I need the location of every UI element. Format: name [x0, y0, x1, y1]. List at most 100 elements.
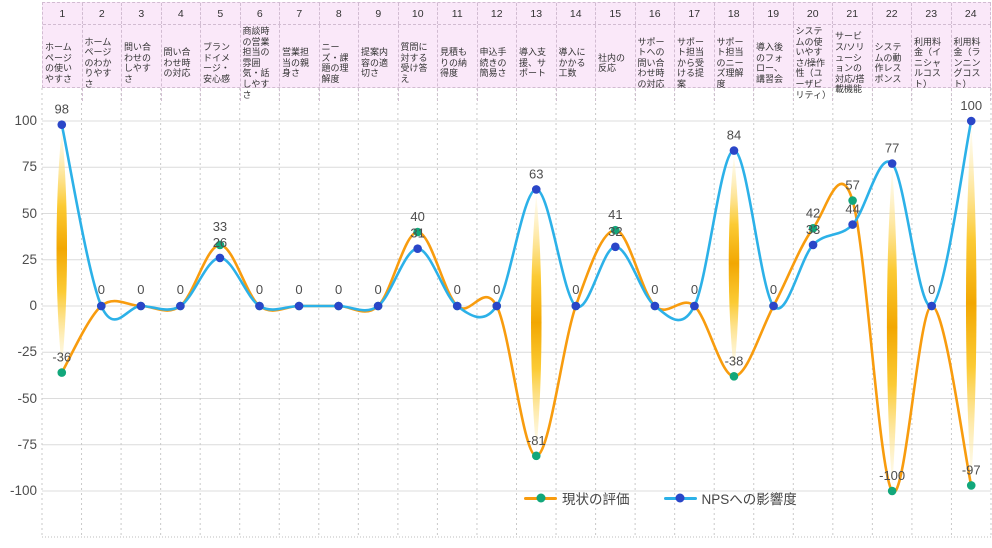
y-axis-tick-label: -75 — [17, 436, 37, 452]
category-number-cell: 10 — [399, 3, 438, 24]
value-label: 0 — [295, 282, 302, 297]
data-point-nps-impact — [334, 301, 343, 311]
value-label: 0 — [928, 282, 935, 297]
data-point-nps-impact — [887, 159, 897, 168]
series-line-current-evaluation — [60, 182, 973, 494]
category-number-cell: 14 — [557, 3, 596, 24]
category-number-cell: 5 — [201, 3, 241, 24]
value-label: 0 — [493, 282, 500, 297]
category-number-cell: 4 — [162, 3, 201, 24]
category-number-cell: 22 — [873, 3, 912, 24]
data-point-current-evaluation — [887, 486, 897, 496]
data-point-nps-impact — [966, 116, 976, 126]
legend-label: 現状の評価 — [562, 492, 630, 507]
legend-item-current-evaluation[interactable]: 現状の評価 — [524, 488, 630, 508]
data-point-nps-impact — [57, 120, 67, 129]
value-label: 0 — [374, 282, 381, 297]
category-number-cell: 2 — [83, 3, 122, 24]
category-header-cell: 提案内容の適切さ — [359, 25, 399, 102]
legend-label: NPSへの影響度 — [701, 492, 797, 507]
value-label: 0 — [770, 282, 777, 297]
highlight-band — [965, 125, 977, 482]
data-point-nps-impact — [531, 185, 541, 194]
category-header-cell: 申込手続きの簡易さ — [478, 25, 517, 102]
highlight-band — [886, 167, 898, 488]
data-point-nps-impact — [808, 240, 818, 250]
category-header-cell: 導入後のフォロー、講習会 — [754, 25, 794, 102]
value-label: 0 — [651, 282, 658, 297]
category-header-cell: 導入にかかる工数 — [557, 25, 596, 102]
legend-marker-icon — [536, 493, 545, 503]
value-label: 100 — [960, 98, 982, 113]
category-header-cell: ホームページの使いやすさ — [43, 25, 83, 102]
y-axis-tick-label: -100 — [9, 483, 37, 498]
value-label: 84 — [727, 128, 741, 143]
highlight-band — [728, 154, 740, 373]
legend-line-icon — [663, 493, 697, 503]
data-point-nps-impact — [176, 301, 185, 311]
value-label: 98 — [55, 102, 69, 117]
category-header-cell: システムの動作レスポンス — [873, 25, 912, 102]
category-header-cell: 社内の反応 — [596, 25, 636, 102]
data-point-nps-impact — [927, 301, 936, 311]
category-header-cell: 利用料金（イニシャルコスト） — [912, 25, 952, 102]
value-label: -38 — [725, 353, 744, 368]
category-header-cell: 見積もりの納得度 — [438, 25, 478, 102]
category-header-cell: 質問に対する受け答え — [399, 25, 438, 102]
category-number-cell: 19 — [754, 3, 794, 24]
data-point-nps-impact — [611, 242, 620, 252]
value-label: 0 — [256, 282, 263, 297]
data-point-nps-impact — [848, 220, 857, 229]
value-label: 0 — [691, 282, 698, 297]
category-header-cell: 問い合わせ時の対応 — [162, 25, 201, 102]
legend-marker-icon — [675, 493, 685, 503]
category-number-cell: 15 — [596, 3, 636, 24]
value-label: 63 — [529, 166, 543, 181]
category-header-cell: 問い合わせのしやすさ — [122, 25, 162, 102]
category-header-cell: 営業担当の親身さ — [280, 25, 320, 102]
category-header-cell: 利用料金（ランニングコスト） — [952, 25, 991, 102]
value-label: 0 — [98, 282, 105, 297]
category-header-cell: 導入支援、サポート — [517, 25, 557, 102]
value-label: 32 — [608, 224, 622, 239]
category-number-cell: 17 — [675, 3, 715, 24]
value-label: 0 — [335, 282, 342, 297]
data-point-current-evaluation — [215, 240, 225, 250]
y-axis-tick-label: -25 — [17, 344, 37, 360]
category-number-cell: 24 — [952, 3, 991, 24]
value-label: 40 — [410, 209, 424, 224]
category-number-cell: 3 — [122, 3, 162, 24]
value-label: 33 — [213, 219, 227, 234]
category-number-cell: 11 — [438, 3, 478, 24]
data-point-current-evaluation — [611, 225, 620, 235]
category-number-cell: 7 — [280, 3, 320, 24]
value-label: 42 — [806, 205, 820, 220]
highlight-band — [56, 128, 68, 369]
category-header-cell: サポートへの問い合わせ時の対応 — [636, 25, 675, 102]
category-number-cell: 20 — [794, 3, 833, 24]
value-label: 0 — [454, 282, 461, 297]
value-label: 57 — [845, 178, 859, 193]
legend: 現状の評価 NPSへの影響度 — [524, 488, 797, 508]
data-point-nps-impact — [452, 301, 462, 311]
value-label: 26 — [213, 235, 227, 250]
data-point-current-evaluation — [966, 481, 976, 490]
category-number-cell: 1 — [43, 3, 83, 24]
data-point-current-evaluation — [531, 451, 541, 461]
value-label: -81 — [527, 433, 546, 448]
category-header-cell: ニーズ・課題の理解度 — [320, 25, 359, 102]
category-header-cell: システムの使いやすさ/操作性（ユーザビリティ） — [794, 25, 833, 102]
value-label: 0 — [137, 282, 144, 297]
value-label: 44 — [845, 202, 859, 217]
data-point-nps-impact — [690, 301, 699, 311]
category-number-cell: 16 — [636, 3, 675, 24]
legend-item-nps-impact[interactable]: NPSへの影響度 — [663, 488, 797, 508]
category-number-cell: 12 — [478, 3, 517, 24]
data-point-nps-impact — [136, 301, 146, 311]
y-axis-tick-label: 75 — [21, 159, 37, 175]
value-label: 33 — [806, 222, 820, 237]
category-header-cell: サポート担当のニーズ理解度 — [715, 25, 754, 102]
data-point-current-evaluation — [413, 227, 422, 237]
value-label: -100 — [879, 468, 905, 483]
category-header-cell: ホームページのわかりやすさ — [83, 25, 122, 102]
